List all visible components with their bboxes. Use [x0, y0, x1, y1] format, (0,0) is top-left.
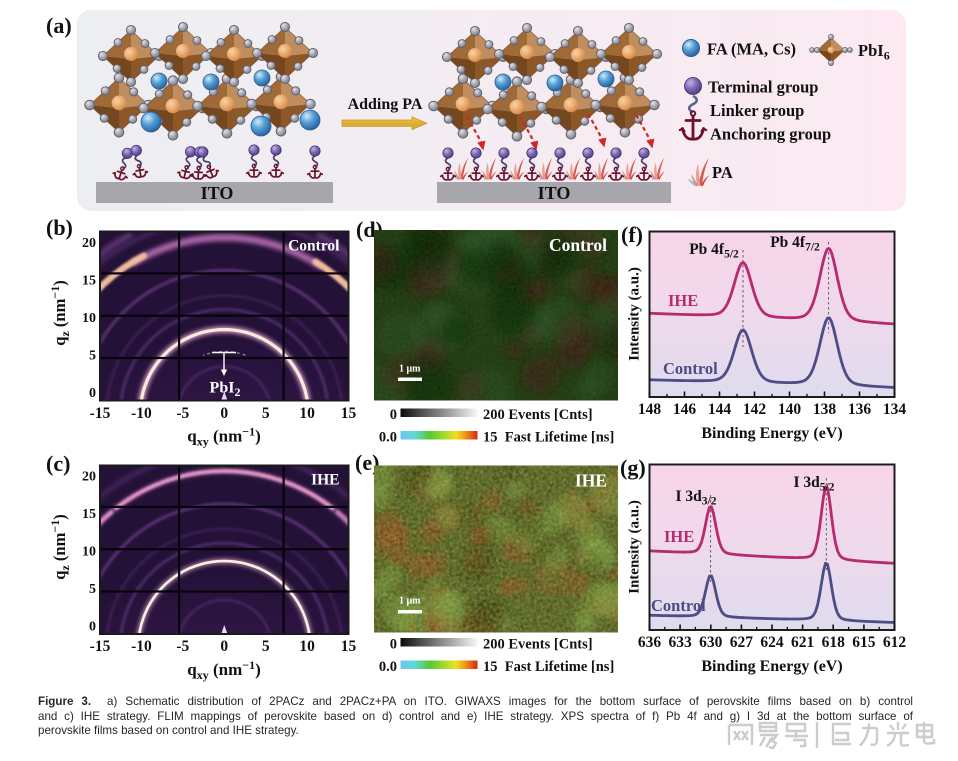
- svg-text:5: 5: [262, 638, 270, 655]
- svg-text:Control: Control: [651, 596, 706, 615]
- svg-text:5: 5: [89, 349, 96, 364]
- svg-text:136: 136: [848, 401, 872, 418]
- svg-text:0.0: 0.0: [379, 659, 397, 675]
- svg-text:142: 142: [743, 401, 767, 418]
- svg-text:10: 10: [299, 405, 315, 422]
- svg-text:140: 140: [778, 401, 802, 418]
- svg-text:0: 0: [89, 386, 96, 401]
- svg-text:Linker group: Linker group: [710, 101, 804, 120]
- svg-text:10: 10: [82, 311, 96, 326]
- svg-text:15 Fast Lifetime [ns]: 15 Fast Lifetime [ns]: [483, 430, 614, 446]
- svg-text:-15: -15: [90, 405, 111, 422]
- svg-text:FA (MA, Cs): FA (MA, Cs): [707, 40, 796, 59]
- svg-text:(f): (f): [621, 222, 643, 247]
- svg-text:10: 10: [82, 545, 96, 560]
- svg-text:(g): (g): [620, 455, 646, 480]
- svg-text:qxy (nm−1): qxy (nm−1): [187, 658, 261, 682]
- svg-text:qz (nm−1): qz (nm−1): [48, 280, 72, 345]
- svg-text:15: 15: [341, 405, 357, 422]
- svg-text:5: 5: [262, 405, 270, 422]
- svg-text:PbI6: PbI6: [858, 41, 890, 63]
- svg-text:15 Fast Lifetime [ns]: 15 Fast Lifetime [ns]: [483, 659, 614, 675]
- svg-text:20: 20: [82, 236, 96, 251]
- svg-text:200 Events [Cnts]: 200 Events [Cnts]: [483, 637, 593, 653]
- svg-text:1 μm: 1 μm: [399, 364, 421, 375]
- svg-text:146: 146: [673, 401, 697, 418]
- svg-text:615: 615: [852, 634, 876, 651]
- svg-text:(c): (c): [46, 451, 70, 476]
- svg-text:Intensity (a.u.): Intensity (a.u.): [627, 267, 643, 361]
- svg-text:15: 15: [341, 638, 357, 655]
- svg-text:15: 15: [82, 274, 96, 289]
- svg-text:-5: -5: [176, 405, 189, 422]
- svg-text:Binding Energy (eV): Binding Energy (eV): [701, 658, 842, 675]
- svg-text:134: 134: [883, 401, 907, 418]
- svg-text:20: 20: [82, 470, 96, 485]
- svg-text:Control: Control: [288, 238, 340, 255]
- svg-text:10: 10: [299, 638, 315, 655]
- svg-text:-10: -10: [131, 405, 152, 422]
- svg-text:200 Events [Cnts]: 200 Events [Cnts]: [483, 407, 593, 423]
- svg-text:630: 630: [699, 634, 723, 651]
- svg-text:627: 627: [730, 634, 754, 651]
- svg-text:Anchoring group: Anchoring group: [710, 125, 831, 144]
- svg-text:qxy (nm−1): qxy (nm−1): [187, 425, 261, 449]
- svg-text:IHE: IHE: [664, 527, 694, 546]
- svg-text:Adding PA: Adding PA: [348, 96, 423, 113]
- svg-text:0: 0: [390, 407, 397, 423]
- svg-text:15: 15: [82, 507, 96, 522]
- svg-text:144: 144: [708, 401, 732, 418]
- svg-text:-10: -10: [131, 638, 152, 655]
- svg-text:612: 612: [883, 634, 907, 651]
- svg-text:(a): (a): [46, 13, 72, 38]
- svg-text:(b): (b): [46, 215, 73, 240]
- svg-text:Intensity (a.u.): Intensity (a.u.): [627, 500, 643, 594]
- svg-text:Binding Energy (eV): Binding Energy (eV): [701, 425, 842, 442]
- svg-text:0.0: 0.0: [379, 430, 397, 446]
- svg-text:5: 5: [89, 582, 96, 597]
- svg-text:0: 0: [220, 405, 228, 422]
- svg-text:1 μm: 1 μm: [399, 596, 421, 607]
- svg-text:618: 618: [822, 634, 846, 651]
- svg-text:-5: -5: [176, 638, 189, 655]
- svg-text:0: 0: [390, 637, 397, 653]
- svg-text:PbI2: PbI2: [210, 380, 241, 400]
- svg-text:148: 148: [638, 401, 662, 418]
- svg-text:138: 138: [813, 401, 837, 418]
- svg-text:Terminal group: Terminal group: [708, 78, 818, 97]
- svg-text:0: 0: [89, 620, 96, 635]
- svg-text:qz (nm−1): qz (nm−1): [48, 514, 72, 579]
- svg-text:636: 636: [638, 634, 662, 651]
- svg-text:633: 633: [668, 634, 692, 651]
- svg-text:ITO: ITO: [538, 183, 571, 203]
- svg-text:624: 624: [760, 634, 784, 651]
- svg-text:IHE: IHE: [311, 472, 339, 489]
- svg-text:ITO: ITO: [201, 183, 234, 203]
- svg-text:621: 621: [791, 634, 814, 651]
- svg-text:-15: -15: [90, 638, 111, 655]
- svg-text:IHE: IHE: [668, 291, 698, 310]
- svg-text:IHE: IHE: [575, 471, 607, 491]
- svg-text:Control: Control: [663, 359, 718, 378]
- svg-text:PA: PA: [712, 163, 733, 182]
- svg-text:0: 0: [220, 638, 228, 655]
- svg-text:Control: Control: [549, 235, 607, 255]
